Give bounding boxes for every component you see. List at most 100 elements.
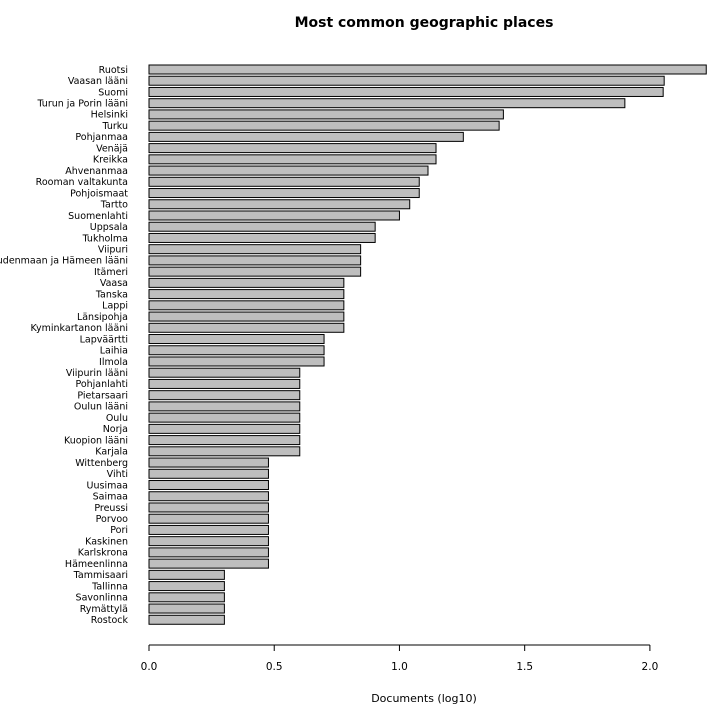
category-label-25: Laihia — [100, 346, 128, 357]
bar-18 — [148, 266, 362, 277]
bar-4 — [148, 109, 504, 120]
category-label-16: Viipuri — [98, 244, 128, 255]
bar-38 — [148, 491, 269, 502]
category-label-49: Rostock — [91, 615, 129, 626]
category-label-4: Helsinki — [91, 110, 128, 121]
bar-2 — [148, 86, 664, 97]
category-label-1: Vaasan lääni — [68, 76, 128, 87]
bar-33 — [148, 435, 301, 446]
bar-30 — [148, 401, 301, 412]
category-label-8: Kreikka — [93, 155, 128, 166]
category-label-32: Norja — [103, 424, 128, 435]
bar-42 — [148, 536, 269, 547]
bar-49 — [148, 614, 225, 625]
bar-36 — [148, 468, 269, 479]
bar-27 — [148, 367, 301, 378]
category-label-5: Turku — [101, 121, 128, 132]
bar-26 — [148, 356, 325, 367]
category-label-44: Hämeenlinna — [65, 559, 128, 570]
category-label-20: Tanska — [95, 289, 128, 300]
bar-35 — [148, 457, 269, 468]
bar-15 — [148, 232, 376, 243]
category-label-2: Suomi — [98, 87, 128, 98]
category-label-12: Tartto — [100, 200, 128, 211]
chart-title: Most common geographic places — [295, 15, 554, 31]
category-label-45: Tammisaari — [73, 570, 128, 581]
category-label-23: Kyminkartanon lääni — [30, 323, 128, 334]
category-label-9: Ahvenanmaa — [65, 166, 128, 177]
category-label-10: Rooman valtakunta — [36, 177, 128, 188]
category-label-38: Saimaa — [93, 492, 128, 503]
category-label-7: Venäjä — [96, 143, 128, 154]
category-label-48: Rymättylä — [80, 604, 128, 615]
bar-39 — [148, 502, 269, 513]
x-tick-label-4: 2.0 — [642, 661, 659, 673]
category-label-0: Ruotsi — [99, 65, 128, 76]
bar-34 — [148, 446, 301, 457]
category-label-11: Pohjoismaat — [70, 188, 128, 199]
category-label-24: Lapväärtti — [80, 334, 128, 345]
bar-29 — [148, 390, 301, 401]
category-label-14: Uppsala — [90, 222, 128, 233]
x-tick-label-0: 0.0 — [141, 661, 158, 673]
category-label-39: Preussi — [94, 503, 128, 514]
x-tick-label-2: 1.0 — [391, 661, 408, 673]
category-label-31: Oulu — [106, 413, 128, 424]
category-label-15: Tukholma — [82, 233, 128, 244]
bar-23 — [148, 322, 345, 333]
category-label-13: Suomenlahti — [68, 211, 128, 222]
bar-41 — [148, 524, 269, 535]
bar-1 — [148, 75, 665, 86]
category-label-37: Uusimaa — [87, 480, 128, 491]
x-tick-label-1: 0.5 — [266, 661, 283, 673]
category-label-34: Karjala — [95, 447, 128, 458]
category-label-35: Wittenberg — [75, 458, 128, 469]
x-axis: 0.0 0.5 1.0 1.5 2.0 — [141, 644, 659, 673]
bar-16 — [148, 244, 362, 255]
category-label-17: Uudenmaan ja Hämeen lääni — [0, 256, 128, 267]
bar-10 — [148, 176, 420, 187]
bar-7 — [148, 143, 437, 154]
category-label-46: Tallinna — [91, 581, 128, 592]
bar-40 — [148, 513, 269, 524]
bar-14 — [148, 221, 376, 232]
x-tick-label-3: 1.5 — [516, 661, 533, 673]
bar-43 — [148, 547, 269, 558]
bar-12 — [148, 199, 411, 210]
category-label-26: Ilmola — [99, 357, 128, 368]
bar-5 — [148, 120, 500, 131]
bar-48 — [148, 603, 225, 614]
bar-28 — [148, 378, 301, 389]
bar-46 — [148, 581, 225, 592]
category-label-41: Pori — [110, 525, 128, 536]
category-label-6: Pohjanmaa — [75, 132, 128, 143]
bar-21 — [148, 300, 345, 311]
category-label-18: Itämeri — [94, 267, 128, 278]
category-label-3: Turun ja Porin lääni — [36, 98, 128, 109]
bar-17 — [148, 255, 362, 266]
category-label-28: Pohjanlahti — [75, 379, 128, 390]
category-label-27: Viipurin lääni — [66, 368, 128, 379]
bar-37 — [148, 480, 269, 491]
category-label-33: Kuopion lääni — [64, 435, 128, 446]
category-label-19: Vaasa — [100, 278, 128, 289]
bar-8 — [148, 154, 437, 165]
bar-0 — [148, 64, 707, 75]
bar-45 — [148, 569, 225, 580]
category-label-40: Porvoo — [96, 514, 129, 525]
bar-47 — [148, 592, 225, 603]
category-label-22: Länsipohja — [77, 312, 128, 323]
category-label-21: Lappi — [102, 301, 128, 312]
bar-32 — [148, 423, 301, 434]
bar-22 — [148, 311, 345, 322]
category-label-36: Vihti — [107, 469, 128, 480]
category-label-42: Kaskinen — [85, 536, 128, 547]
bar-13 — [148, 210, 400, 221]
x-axis-label: Documents (log10) — [371, 692, 477, 705]
bar-19 — [148, 277, 345, 288]
bar-44 — [148, 558, 269, 569]
bar-20 — [148, 289, 345, 300]
category-label-29: Pietarsaari — [77, 390, 128, 401]
bar-11 — [148, 188, 420, 199]
